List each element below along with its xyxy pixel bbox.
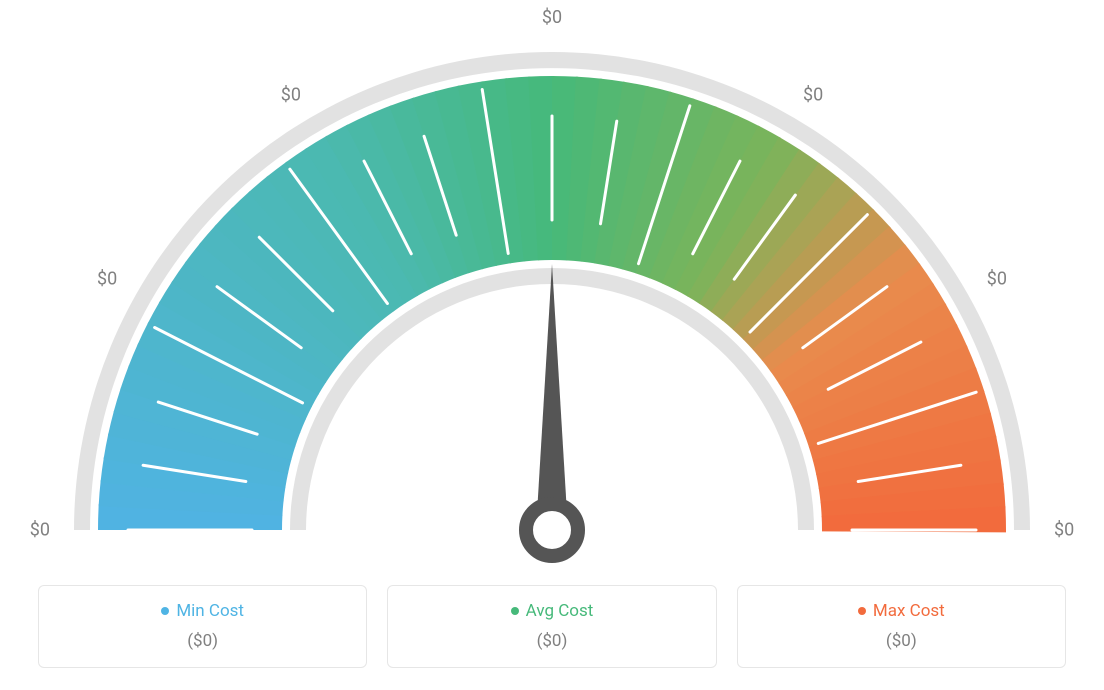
legend-label-min: Min Cost bbox=[176, 601, 244, 621]
legend-value-avg: ($0) bbox=[398, 631, 705, 651]
legend-dot-avg bbox=[511, 607, 519, 615]
gauge-svg bbox=[55, 10, 1049, 570]
legend-label-max: Max Cost bbox=[873, 601, 945, 621]
legend-card-max: Max Cost ($0) bbox=[737, 585, 1066, 668]
legend-label-avg: Avg Cost bbox=[526, 601, 594, 621]
legend-card-min: Min Cost ($0) bbox=[38, 585, 367, 668]
gauge-axis-label: $0 bbox=[97, 269, 117, 290]
gauge-chart: $0$0$0$0$0$0$0 bbox=[55, 10, 1049, 570]
gauge-axis-label: $0 bbox=[1054, 520, 1074, 541]
legend-row: Min Cost ($0) Avg Cost ($0) Max Cost ($0… bbox=[38, 585, 1066, 668]
legend-title-avg: Avg Cost bbox=[511, 601, 594, 621]
gauge-axis-label: $0 bbox=[803, 85, 823, 106]
legend-dot-min bbox=[161, 607, 169, 615]
legend-card-avg: Avg Cost ($0) bbox=[387, 585, 716, 668]
legend-value-min: ($0) bbox=[49, 631, 356, 651]
gauge-axis-label: $0 bbox=[281, 85, 301, 106]
legend-value-max: ($0) bbox=[748, 631, 1055, 651]
gauge-axis-label: $0 bbox=[542, 7, 562, 28]
legend-dot-max bbox=[858, 607, 866, 615]
gauge-axis-label: $0 bbox=[30, 520, 50, 541]
legend-title-min: Min Cost bbox=[161, 601, 244, 621]
gauge-axis-label: $0 bbox=[987, 269, 1007, 290]
legend-title-max: Max Cost bbox=[858, 601, 945, 621]
